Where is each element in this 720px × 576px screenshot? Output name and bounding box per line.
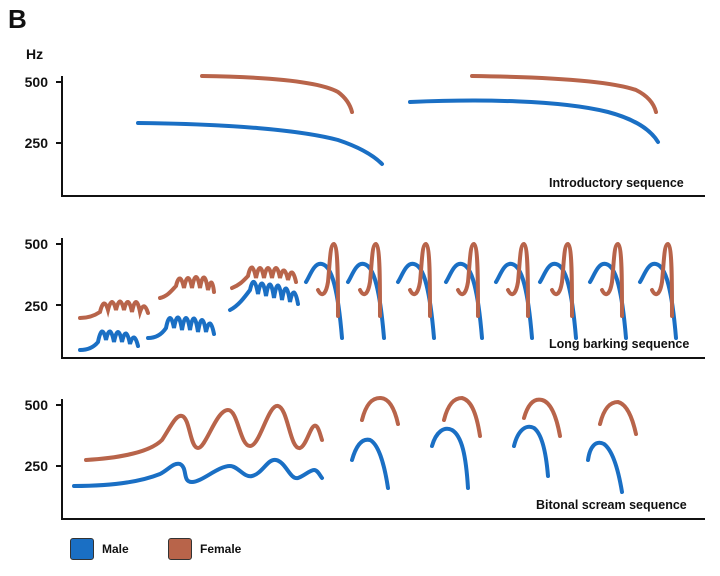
panel1-tick-500: 500 [24, 74, 48, 90]
female-contour [316, 241, 340, 318]
panel3-contours [72, 395, 638, 494]
panel2-sequence-label: Long barking sequence [545, 336, 694, 352]
panel-letter: B [8, 4, 27, 34]
female-contour [158, 275, 216, 300]
legend-label-male: Male [102, 542, 129, 556]
legend-female: Female [168, 538, 241, 560]
panel2-contours [78, 241, 678, 352]
male-contour [146, 315, 216, 340]
female-contour [84, 404, 324, 462]
panel1-sequence-label: Introductory sequence [545, 175, 688, 191]
female-contour [456, 241, 480, 318]
panel2-tick-500: 500 [24, 236, 48, 252]
female-contour [470, 74, 658, 114]
axes [56, 76, 705, 520]
male-contour [78, 329, 140, 352]
female-contour [230, 265, 298, 290]
panel2-tick-250: 250 [24, 298, 48, 314]
female-contour [522, 397, 562, 438]
male-contour [228, 280, 300, 312]
male-contour [136, 121, 384, 166]
male-contour [512, 424, 550, 478]
panel3-axes [61, 399, 705, 520]
male-contour [350, 437, 390, 490]
legend-swatch-female [168, 538, 192, 560]
female-contour [598, 399, 638, 436]
panel1-axes [61, 76, 705, 197]
panel1-tick-250: 250 [24, 135, 48, 151]
panel2-axes [61, 238, 705, 359]
male-contour [72, 457, 324, 488]
female-contour [360, 395, 400, 426]
y-axis-unit-label: Hz [26, 46, 44, 62]
panel3-tick-250: 250 [24, 458, 48, 474]
male-contour [408, 98, 660, 144]
female-contour [78, 299, 150, 320]
female-contour [358, 241, 382, 318]
panel3-sequence-label: Bitonal scream sequence [532, 497, 691, 513]
female-contour [650, 241, 674, 318]
panel1-contours [136, 74, 660, 166]
female-contour [600, 241, 624, 318]
male-contour [586, 440, 624, 494]
female-contour [408, 241, 432, 318]
male-contour [430, 426, 470, 490]
female-contour [550, 241, 574, 318]
legend-label-female: Female [200, 542, 242, 556]
female-contour [506, 241, 530, 318]
legend-male: Male [70, 538, 129, 560]
panel3-tick-500: 500 [24, 397, 48, 413]
female-contour [200, 74, 354, 114]
legend-swatch-male [70, 538, 94, 560]
female-contour [442, 395, 482, 438]
